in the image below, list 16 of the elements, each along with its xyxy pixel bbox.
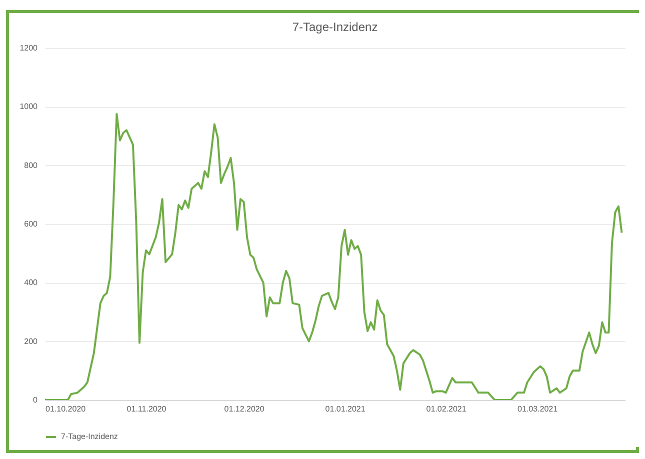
y-tick-label: 0	[33, 396, 38, 404]
y-tick-label: 1200	[20, 44, 38, 52]
x-tick-label: 01.02.2021	[426, 404, 467, 414]
x-tick-label: 01.10.2020	[46, 404, 86, 414]
x-tick-label: 01.03.2021	[518, 404, 558, 414]
y-tick-label: 600	[24, 220, 38, 228]
y-tick-label: 1000	[20, 102, 38, 112]
x-tick-label: 01.11.2020	[126, 404, 167, 414]
y-tick-label: 800	[24, 160, 38, 170]
line-series	[45, 113, 623, 400]
x-tick-label: 01.12.2020	[224, 404, 265, 414]
y-tick-label: 400	[24, 278, 38, 288]
chart-title: 7-Tage-Inzidenz	[292, 20, 378, 34]
y-tick-label: 200	[24, 336, 38, 346]
legend-label: 7-Tage-Inzidenz	[61, 432, 118, 441]
x-tick-label: 01.01.2021	[325, 404, 366, 414]
